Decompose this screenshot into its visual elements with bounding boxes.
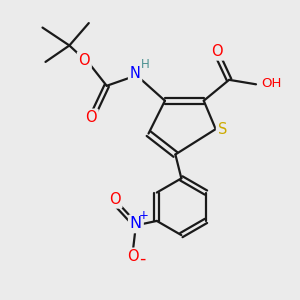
Text: O: O bbox=[85, 110, 97, 125]
Text: O: O bbox=[79, 53, 90, 68]
Text: -: - bbox=[139, 250, 145, 268]
Text: +: + bbox=[139, 209, 149, 222]
Text: N: N bbox=[130, 66, 140, 81]
Text: H: H bbox=[141, 58, 150, 70]
Text: N: N bbox=[130, 216, 142, 231]
Text: OH: OH bbox=[261, 77, 282, 90]
Text: S: S bbox=[218, 122, 227, 136]
Text: O: O bbox=[127, 249, 139, 264]
Text: O: O bbox=[109, 192, 121, 207]
Text: O: O bbox=[212, 44, 223, 59]
